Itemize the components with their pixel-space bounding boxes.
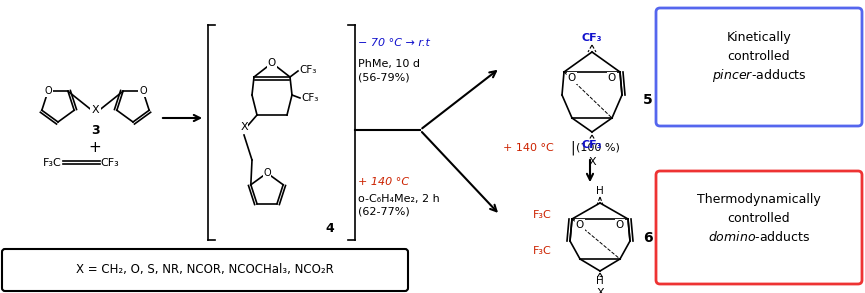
Text: |: |	[570, 141, 574, 155]
FancyBboxPatch shape	[656, 8, 862, 126]
Text: F₃C: F₃C	[533, 246, 552, 256]
Text: 4: 4	[325, 222, 335, 234]
Text: o-C₆H₄Me₂, 2 h: o-C₆H₄Me₂, 2 h	[358, 194, 439, 204]
Text: (56-79%): (56-79%)	[358, 73, 410, 83]
Text: F₃C: F₃C	[43, 158, 62, 168]
Text: H: H	[596, 186, 604, 196]
Text: − 70 °C → r.t: − 70 °C → r.t	[358, 38, 430, 48]
Text: Thermodynamically: Thermodynamically	[697, 193, 821, 207]
Text: $\it{pincer}$-adducts: $\it{pincer}$-adducts	[712, 67, 806, 84]
Text: O: O	[568, 73, 576, 83]
Text: 5: 5	[643, 93, 653, 107]
Text: O: O	[44, 86, 52, 96]
Text: O: O	[263, 168, 271, 178]
Text: O: O	[616, 220, 625, 230]
Text: controlled: controlled	[727, 50, 791, 64]
Text: X: X	[92, 105, 99, 115]
FancyBboxPatch shape	[656, 171, 862, 284]
Text: (100 %): (100 %)	[576, 143, 620, 153]
Text: Kinetically: Kinetically	[727, 32, 791, 45]
FancyBboxPatch shape	[2, 249, 408, 291]
Text: PhMe, 10 d: PhMe, 10 d	[358, 59, 420, 69]
Text: O: O	[139, 86, 147, 96]
Text: H̄: H̄	[596, 276, 604, 286]
Text: O: O	[608, 73, 616, 83]
Text: 3: 3	[91, 125, 99, 137]
Text: +: +	[88, 139, 101, 154]
Text: CF₃: CF₃	[582, 140, 602, 150]
Text: + 140 °C: + 140 °C	[503, 143, 554, 153]
Text: CF₃: CF₃	[299, 65, 317, 75]
Text: CF₃: CF₃	[582, 33, 602, 43]
Text: X: X	[240, 122, 247, 132]
Text: X: X	[588, 157, 596, 167]
Text: + 140 °C: + 140 °C	[358, 177, 409, 187]
Text: X: X	[596, 288, 604, 293]
Text: O: O	[268, 58, 276, 68]
Text: controlled: controlled	[727, 212, 791, 224]
Text: X = CH₂, O, S, NR, NCOR, NCOCHal₃, NCO₂R: X = CH₂, O, S, NR, NCOR, NCOCHal₃, NCO₂R	[76, 263, 334, 277]
Text: F₃C: F₃C	[533, 210, 552, 220]
Text: CF₃: CF₃	[301, 93, 318, 103]
Text: 6: 6	[644, 231, 653, 245]
Text: O: O	[576, 220, 584, 230]
Text: CF₃: CF₃	[100, 158, 119, 168]
Text: (62-77%): (62-77%)	[358, 207, 410, 217]
Text: $\it{domino}$-adducts: $\it{domino}$-adducts	[708, 230, 811, 244]
